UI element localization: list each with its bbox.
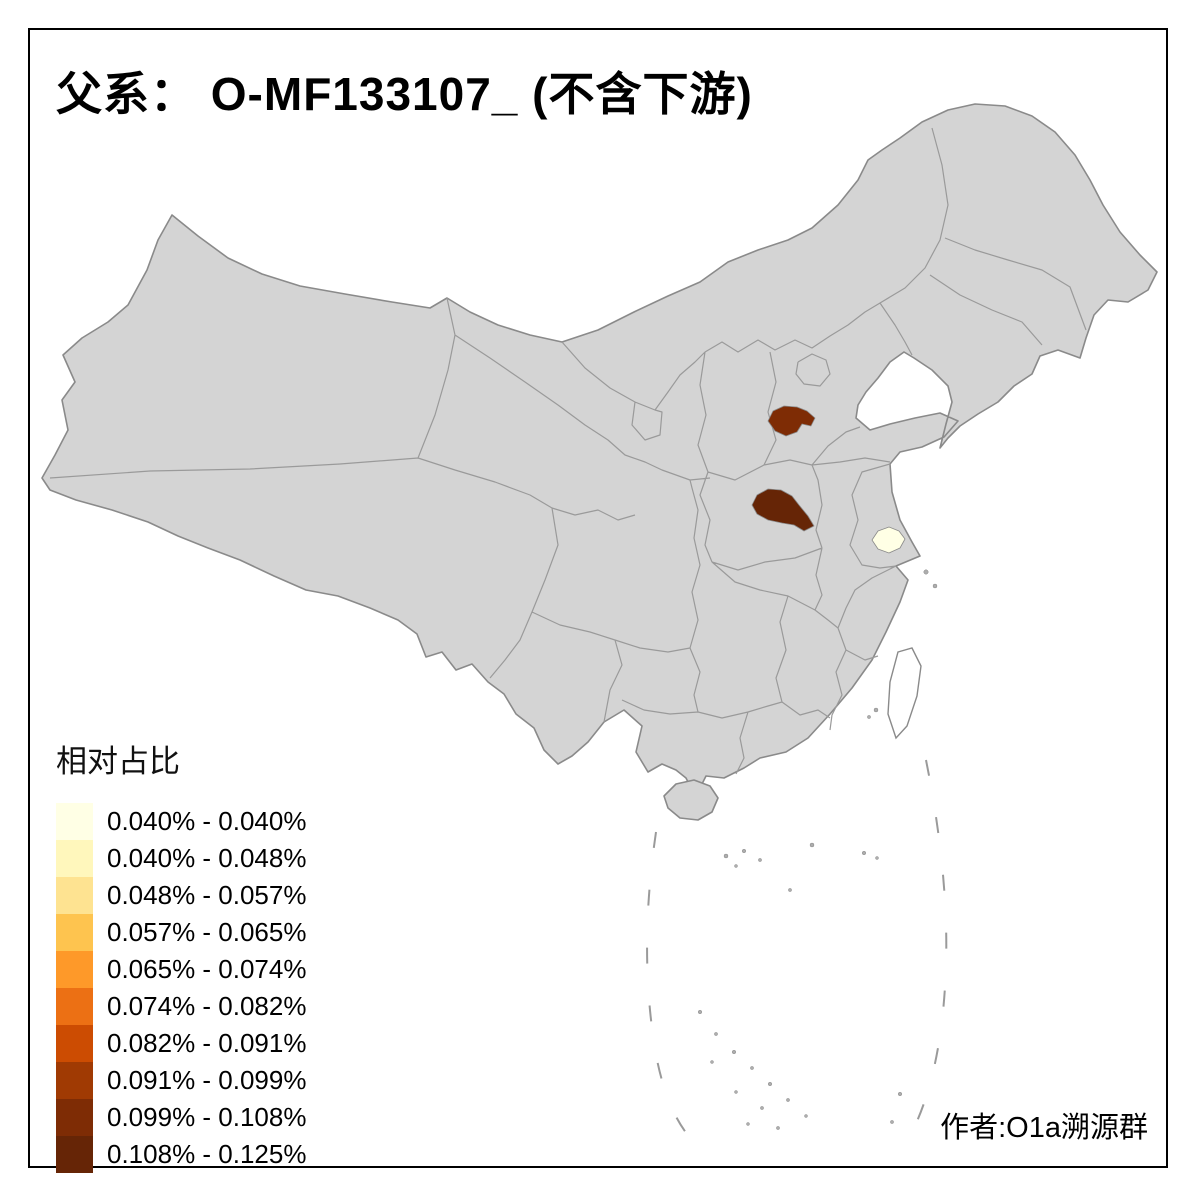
legend-item: 0.065% - 0.074% xyxy=(56,951,306,988)
map-base xyxy=(41,103,1158,821)
island-dot xyxy=(734,864,738,868)
island-dot xyxy=(741,848,747,854)
sea-boundary-dash-line-west xyxy=(646,831,693,1141)
legend-item: 0.048% - 0.057% xyxy=(56,877,306,914)
legend-swatch xyxy=(56,1062,93,1099)
island-dot xyxy=(890,1120,894,1124)
legend-label: 0.108% - 0.125% xyxy=(107,1139,307,1169)
legend-item: 0.108% - 0.125% xyxy=(56,1136,306,1173)
legend-item: 0.099% - 0.108% xyxy=(56,1099,306,1136)
legend-label: 0.091% - 0.099% xyxy=(107,1065,307,1095)
island-dot xyxy=(767,1081,773,1087)
highlight-region-north xyxy=(767,405,816,437)
legend-swatch xyxy=(56,1099,93,1136)
island-dot xyxy=(867,715,871,719)
highlighted-regions xyxy=(751,405,906,554)
legend-swatch xyxy=(56,840,93,877)
legend-swatch xyxy=(56,1136,93,1173)
island-dot xyxy=(723,853,729,859)
legend-item: 0.040% - 0.040% xyxy=(56,803,306,840)
island-dot xyxy=(788,888,792,892)
attribution: 作者:O1a溯源群 xyxy=(940,1112,1148,1144)
legend-label: 0.040% - 0.040% xyxy=(107,806,307,836)
legend: 相对占比 0.040% - 0.040% 0.040% - 0.048% 0.0… xyxy=(56,736,306,1173)
island-dot xyxy=(923,569,929,575)
island-dot xyxy=(873,707,879,713)
sea-boundary-dash-line-east xyxy=(913,759,948,1129)
legend-swatch xyxy=(56,1025,93,1062)
island-dot xyxy=(714,1032,718,1036)
island-dot xyxy=(786,1098,790,1102)
island-dot xyxy=(804,1114,808,1118)
legend-label: 0.074% - 0.082% xyxy=(107,991,307,1021)
island-dot xyxy=(932,583,938,589)
legend-label: 0.082% - 0.091% xyxy=(107,1028,307,1058)
island-dot xyxy=(758,858,762,862)
island-dot xyxy=(697,1009,703,1015)
island-dot xyxy=(710,1060,714,1064)
island-dot xyxy=(734,1090,738,1094)
legend-item: 0.082% - 0.091% xyxy=(56,1025,306,1062)
highlight-region-east-coast xyxy=(871,526,906,554)
legend-swatch xyxy=(56,877,93,914)
island-dot xyxy=(897,1091,903,1097)
island-dot xyxy=(750,1066,754,1070)
island-dot xyxy=(875,856,879,860)
legend-label: 0.040% - 0.048% xyxy=(107,843,307,873)
legend-item: 0.040% - 0.048% xyxy=(56,840,306,877)
hainan-island xyxy=(663,779,719,821)
small-islands xyxy=(697,569,938,1130)
south-china-sea-boundary xyxy=(646,759,948,1141)
legend-swatch xyxy=(56,951,93,988)
highlight-region-central xyxy=(751,488,815,532)
mainland-coastline xyxy=(41,103,1158,791)
legend-label: 0.099% - 0.108% xyxy=(107,1102,307,1132)
legend-label: 0.065% - 0.074% xyxy=(107,954,307,984)
legend-swatch xyxy=(56,914,93,951)
island-dot xyxy=(731,1049,737,1055)
legend-label: 0.057% - 0.065% xyxy=(107,917,307,947)
island-dot xyxy=(760,1106,764,1110)
island-dot xyxy=(861,850,867,856)
legend-swatch xyxy=(56,803,93,840)
island-dot xyxy=(746,1122,750,1126)
page-title: 父系： O-MF133107_ (不含下游) xyxy=(56,68,753,120)
legend-item: 0.074% - 0.082% xyxy=(56,988,306,1025)
island-dot xyxy=(776,1126,780,1130)
taiwan-island xyxy=(887,647,922,740)
legend-swatch xyxy=(56,988,93,1025)
legend-title: 相对占比 xyxy=(56,744,180,779)
legend-item: 0.091% - 0.099% xyxy=(56,1062,306,1099)
legend-label: 0.048% - 0.057% xyxy=(107,880,307,910)
island-dot xyxy=(809,842,815,848)
legend-item: 0.057% - 0.065% xyxy=(56,914,306,951)
province-borders xyxy=(49,127,1087,775)
